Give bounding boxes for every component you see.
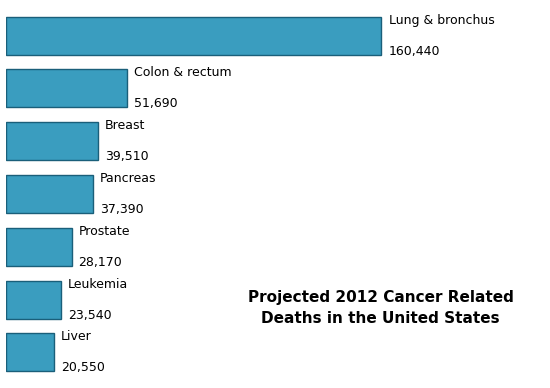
Text: 20,550: 20,550	[60, 361, 104, 374]
Text: Pancreas: Pancreas	[100, 172, 157, 185]
Text: 37,390: 37,390	[100, 203, 144, 216]
Text: Leukemia: Leukemia	[68, 278, 128, 291]
Bar	[6, 228, 72, 266]
Text: Lung & bronchus: Lung & bronchus	[388, 14, 494, 27]
Text: Breast: Breast	[105, 119, 146, 132]
Text: 39,510: 39,510	[105, 150, 148, 163]
Text: Projected 2012 Cancer Related
Deaths in the United States: Projected 2012 Cancer Related Deaths in …	[248, 289, 513, 326]
Text: 28,170: 28,170	[79, 256, 122, 269]
Text: 51,690: 51,690	[134, 97, 177, 110]
Bar	[6, 69, 126, 107]
Text: 23,540: 23,540	[68, 308, 111, 322]
Text: Liver: Liver	[60, 331, 91, 343]
Bar	[6, 175, 93, 213]
Text: Colon & rectum: Colon & rectum	[134, 66, 232, 80]
Bar	[6, 281, 60, 319]
Bar	[6, 122, 98, 160]
Bar	[6, 17, 382, 55]
Text: Prostate: Prostate	[79, 225, 130, 238]
Bar	[6, 333, 54, 371]
Text: 160,440: 160,440	[388, 45, 440, 57]
